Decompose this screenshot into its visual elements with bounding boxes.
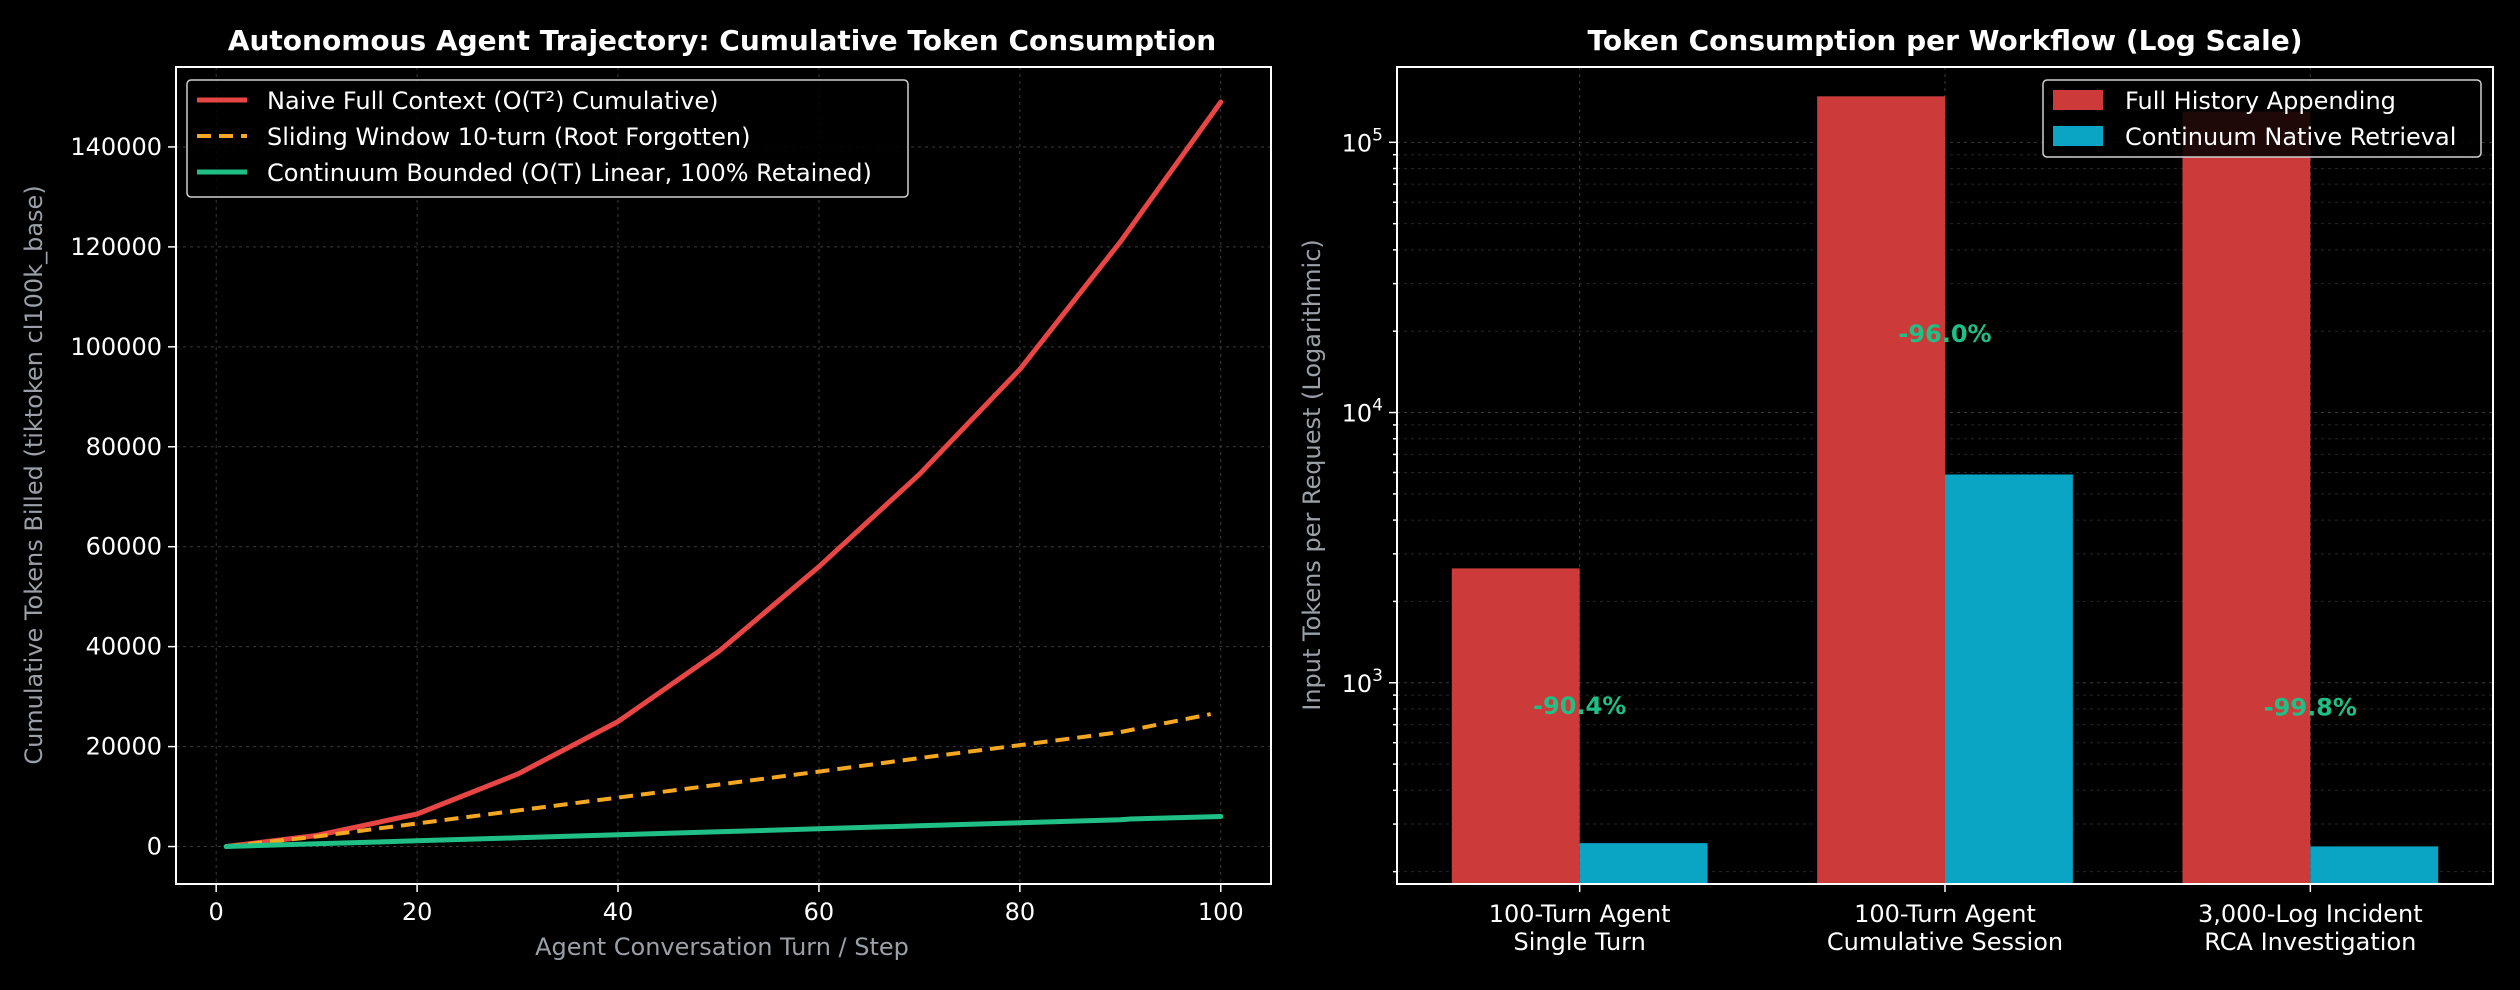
y-tick-label: 103 [1342,666,1383,698]
legend-label-naive: Naive Full Context (O(T²) Cumulative) [267,87,718,115]
x-tick-label: Single Turn [1514,928,1646,956]
x-tick-label: 40 [603,898,634,926]
bar-full-history [1817,96,1945,884]
sliding-window-line [225,712,1212,849]
bar-chart-annotations: -90.4% -96.0% -99.8% [1533,320,2357,721]
y-tick-label: 0 [147,833,162,861]
x-tick-label: 3,000-Log Incident [2198,900,2423,928]
bar-full-history [2182,111,2311,885]
y-tick-label: 20000 [86,733,162,761]
bar-chart-title: Token Consumption per Workflow (Log Scal… [1587,24,2302,57]
bar-continuum-retrieval [2310,846,2439,884]
x-tick-label: 100-Turn Agent [1489,900,1671,928]
x-tick-label: RCA Investigation [2204,928,2416,956]
line-chart-series [223,99,1224,849]
line-chart-xlabel: Agent Conversation Turn / Step [535,933,909,961]
line-chart-panel: Autonomous Agent Trajectory: Cumulative … [20,24,1272,961]
line-chart-axes-frame [175,66,1272,885]
bar-full-history [1451,568,1580,884]
bar-chart-ylabel: Input Tokens per Request (Logarithmic) [1298,239,1326,711]
reduction-percentage-label: -96.0% [1898,320,1991,348]
y-tick-label: 40000 [86,633,162,661]
bar-chart-bars [1451,96,2439,885]
x-tick-label: Cumulative Session [1827,928,2063,956]
legend-label-full-history: Full History Appending [2125,87,2396,115]
y-tick-label: 100000 [70,333,162,361]
legend-label-sliding: Sliding Window 10-turn (Root Forgotten) [267,123,750,151]
bar-chart-legend: Full History Appending Continuum Native … [2042,79,2482,158]
legend-label-continuum: Continuum Bounded (O(T) Linear, 100% Ret… [267,159,872,187]
continuum-bounded-line [223,814,1224,849]
x-tick-label: 80 [1005,898,1036,926]
legend-swatch-continuum-retrieval [2053,126,2103,146]
y-tick-label: 104 [1342,396,1383,428]
x-tick-label: 100-Turn Agent [1854,900,2036,928]
line-chart-legend: Naive Full Context (O(T²) Cumulative) Sl… [186,79,909,198]
line-chart-ticks: 0 20 40 60 80 100 0 20000 40000 60000 80000 100000 1… [70,133,1243,926]
line-legend-box [186,79,909,198]
bar-continuum-retrieval [1579,843,1708,884]
x-tick-label: 20 [402,898,433,926]
reduction-percentage-label: -99.8% [2264,693,2357,721]
line-chart-ylabel: Cumulative Tokens Billed (tiktoken cl100… [20,185,48,764]
legend-swatch-full-history [2053,90,2103,110]
y-tick-label: 60000 [86,533,162,561]
naive-full-context-line [223,99,1224,849]
bar-chart-panel: Token Consumption per Workflow (Log Scal… [1298,24,2494,956]
legend-label-continuum-retrieval: Continuum Native Retrieval [2125,123,2456,151]
y-tick-label: 105 [1342,125,1383,157]
x-tick-label: 0 [209,898,224,926]
y-tick-label: 120000 [70,233,162,261]
reduction-percentage-label: -90.4% [1533,692,1626,720]
y-tick-label: 140000 [70,133,162,161]
y-tick-label: 80000 [86,433,162,461]
x-tick-label: 60 [804,898,835,926]
bar-legend-box [2042,79,2482,158]
x-tick-label: 100 [1198,898,1244,926]
line-chart-title: Autonomous Agent Trajectory: Cumulative … [228,24,1216,57]
bar-continuum-retrieval [1945,474,2073,884]
